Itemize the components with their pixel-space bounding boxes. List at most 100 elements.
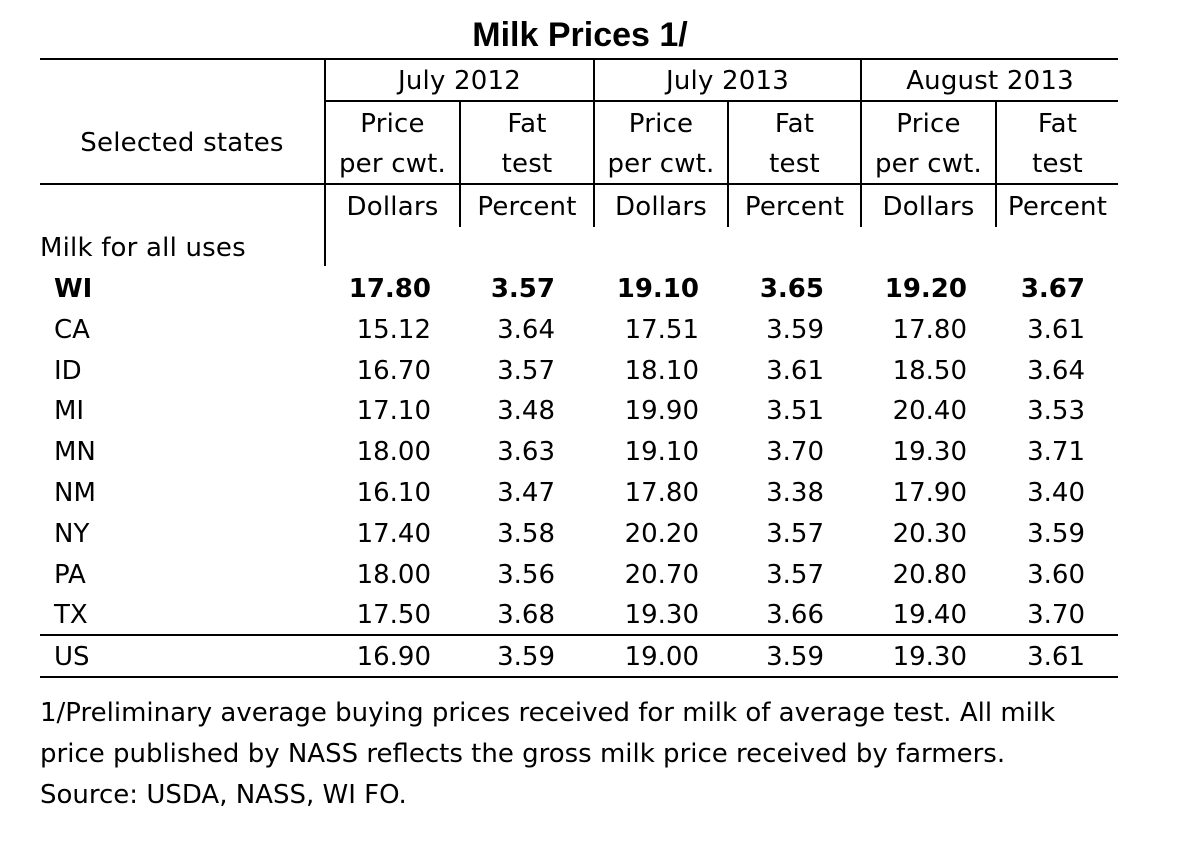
total-cell: 16.90 [356,642,431,672]
table-cell: 16.10 [356,478,431,508]
vrule-period1 [593,59,595,227]
table-cell: 3.57 [766,560,824,590]
table-cell: 17.80 [892,315,967,345]
table-cell: 3.47 [497,478,555,508]
table-cell: 19.30 [892,437,967,467]
period-header-2: July 2013 [666,66,789,96]
total-cell: 3.59 [766,642,824,672]
table-cell: 3.67 [1020,274,1085,304]
table-cell: 17.40 [356,519,431,549]
unit-fat-3: Percent [1007,192,1108,222]
unit-fat-2: Percent [744,192,845,222]
table-cell: 20.30 [892,519,967,549]
table-cell: 20.40 [892,396,967,426]
table-cell: 3.58 [497,519,555,549]
table-cell: 3.48 [497,396,555,426]
table-cell: 3.51 [766,396,824,426]
table-cell: 18.10 [624,356,699,386]
table-cell: 18.00 [356,560,431,590]
subheader-price-1-line2: per cwt. [338,149,447,179]
unit-price-3: Dollars [882,192,975,222]
table-cell: 19.10 [616,274,699,304]
total-row-label: US [54,642,90,672]
table-cell: 3.53 [1027,396,1085,426]
subheader-price-3-line2: per cwt. [874,149,983,179]
rule-period [326,100,1118,102]
subheader-fat-3-line1: Fat [1037,109,1078,139]
rule-bottom [40,676,1118,678]
table-cell: 3.57 [490,274,555,304]
rule-before-total [40,634,1118,636]
total-cell: 3.61 [1027,642,1085,672]
unit-price-1: Dollars [346,192,439,222]
section-label: Milk for all uses [40,233,246,263]
table-cell: 17.50 [356,600,431,630]
footnote: 1/Preliminary average buying prices rece… [40,693,1140,816]
table-cell: 19.90 [624,396,699,426]
row-state-label: TX [54,600,88,630]
table-cell: 16.70 [356,356,431,386]
rule-header-bottom [40,183,1118,185]
vrule-sub2 [727,101,729,227]
table-cell: 3.70 [766,437,824,467]
row-state-label: WI [54,274,93,304]
unit-fat-1: Percent [477,192,577,222]
table-cell: 15.12 [356,315,431,345]
subheader-price-2-line2: per cwt. [607,149,715,179]
table-cell: 19.20 [884,274,967,304]
vrule-sub3 [995,101,997,227]
subheader-fat-2-line1: Fat [774,109,815,139]
table-cell: 20.70 [624,560,699,590]
table-cell: 17.80 [348,274,431,304]
vrule-period2 [860,59,862,227]
subheader-price-1-line1: Price [360,109,425,139]
row-state-label: PA [54,560,86,590]
table-cell: 19.10 [624,437,699,467]
table-cell: 3.66 [766,600,824,630]
table-cell: 17.51 [624,315,699,345]
subheader-fat-1-line1: Fat [507,109,547,139]
table-title: Milk Prices 1/ [472,16,688,54]
total-cell: 19.00 [624,642,699,672]
subheader-price-2-line1: Price [628,109,694,139]
table-cell: 19.30 [624,600,699,630]
period-header-3: August 2013 [906,66,1074,96]
table-cell: 3.56 [497,560,555,590]
footnote-line-3: Source: USDA, NASS, WI FO. [40,780,407,810]
row-state-label: NM [54,478,96,508]
table-cell: 3.63 [497,437,555,467]
subheader-fat-2-line2: test [769,149,820,179]
table-cell: 19.40 [892,600,967,630]
table-cell: 3.40 [1027,478,1085,508]
row-header-label: Selected states [80,128,284,158]
vrule-label [324,59,326,266]
table-cell: 3.61 [1027,315,1085,345]
table-cell: 20.20 [624,519,699,549]
table-cell: 20.80 [892,560,967,590]
table-cell: 18.50 [892,356,967,386]
subheader-fat-1-line2: test [501,149,553,179]
row-state-label: NY [54,519,90,549]
table-cell: 3.64 [497,315,555,345]
row-state-label: MN [54,437,96,467]
footnote-line-2: price published by NASS reflects the gro… [40,739,1006,769]
table-cell: 3.64 [1027,356,1085,386]
table-cell: 3.70 [1027,600,1085,630]
total-cell: 19.30 [892,642,967,672]
subheader-fat-3-line2: test [1032,149,1083,179]
total-cell: 3.59 [497,642,555,672]
table-cell: 17.80 [624,478,699,508]
table-cell: 3.61 [766,356,824,386]
unit-price-2: Dollars [615,192,707,222]
vrule-sub1 [459,101,461,227]
rule-top [40,58,1118,60]
table-cell: 3.60 [1027,560,1085,590]
table-cell: 3.71 [1027,437,1085,467]
table-cell: 3.65 [759,274,824,304]
period-header-1: July 2012 [398,66,521,96]
table-cell: 17.90 [892,478,967,508]
table-cell: 3.57 [497,356,555,386]
table-cell: 3.68 [497,600,555,630]
table-cell: 17.10 [356,396,431,426]
row-state-label: CA [54,315,90,345]
